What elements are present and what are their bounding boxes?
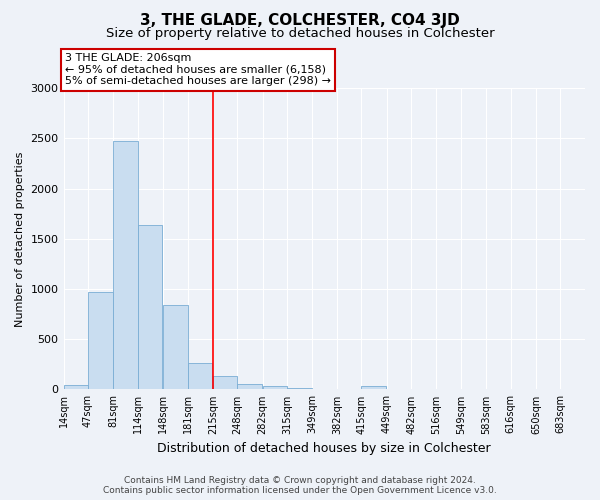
- Bar: [188, 364, 212, 390]
- Text: 3, THE GLADE, COLCHESTER, CO4 3JD: 3, THE GLADE, COLCHESTER, CO4 3JD: [140, 12, 460, 28]
- Text: 3 THE GLADE: 206sqm
← 95% of detached houses are smaller (6,158)
5% of semi-deta: 3 THE GLADE: 206sqm ← 95% of detached ho…: [65, 53, 331, 86]
- Bar: [88, 292, 113, 390]
- Bar: [263, 386, 287, 390]
- Bar: [113, 142, 138, 390]
- Bar: [213, 376, 238, 390]
- X-axis label: Distribution of detached houses by size in Colchester: Distribution of detached houses by size …: [157, 442, 491, 455]
- Bar: [361, 386, 386, 390]
- Text: Size of property relative to detached houses in Colchester: Size of property relative to detached ho…: [106, 28, 494, 40]
- Bar: [163, 305, 188, 390]
- Bar: [238, 384, 262, 390]
- Text: Contains HM Land Registry data © Crown copyright and database right 2024.
Contai: Contains HM Land Registry data © Crown c…: [103, 476, 497, 495]
- Bar: [287, 388, 311, 390]
- Y-axis label: Number of detached properties: Number of detached properties: [15, 151, 25, 326]
- Bar: [138, 225, 163, 390]
- Bar: [64, 386, 88, 390]
